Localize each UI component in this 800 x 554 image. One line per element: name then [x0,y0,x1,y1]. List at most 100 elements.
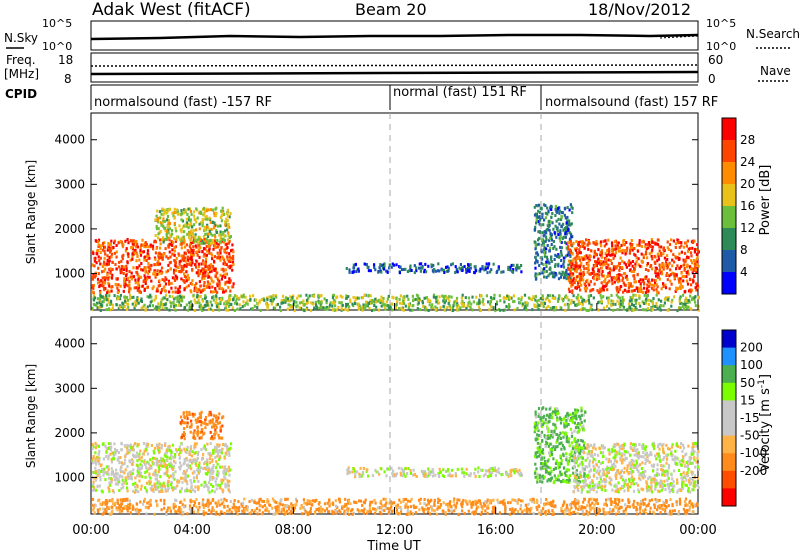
heatmap-cell [606,296,609,300]
heatmap-cell [193,289,196,293]
heatmap-cell [158,252,161,256]
heatmap-cell [192,253,195,257]
heatmap-cell [617,290,620,294]
heatmap-cell [208,244,211,248]
heatmap-cell [582,428,585,432]
heatmap-cell [203,444,206,448]
heatmap-cell [138,470,141,474]
heatmap-cell [226,219,229,223]
heatmap-cell [373,263,376,267]
heatmap-cell [206,280,209,284]
heatmap-cell [111,457,114,461]
heatmap-cell [567,306,570,309]
heatmap-cell [168,290,171,294]
heatmap-cell [648,252,651,256]
heatmap-cell [550,476,553,480]
heatmap-cell [166,483,169,487]
heatmap-cell [232,285,235,289]
heatmap-cell [156,446,159,449]
heatmap-cell [97,281,100,285]
heatmap-cell [175,303,178,307]
heatmap-cell [489,302,492,306]
heatmap-cell [672,253,675,257]
heatmap-cell [570,450,573,454]
heatmap-cell [403,295,406,299]
heatmap-cell [108,290,111,294]
heatmap-cell [688,289,691,293]
heatmap-cell [178,237,182,241]
heatmap-cell [363,307,366,311]
heatmap-cell [556,208,560,212]
heatmap-cell [154,270,157,274]
heatmap-cell [232,257,235,261]
heatmap-cell [680,244,683,248]
heatmap-cell [218,458,221,462]
heatmap-cell [465,270,468,274]
heatmap-cell [107,281,110,285]
heatmap-cell [175,256,178,260]
heatmap-cell [482,297,485,301]
heatmap-cell [186,273,189,277]
heatmap-cell [347,295,350,299]
heatmap-cell [170,483,173,487]
heatmap-cell [208,270,212,274]
velocity-cells [91,406,701,517]
heatmap-cell [552,246,555,250]
heatmap-cell [106,291,109,295]
heatmap-cell [172,301,175,305]
heatmap-cell [157,459,160,463]
heatmap-cell [192,293,195,297]
heatmap-cell [170,229,174,232]
heatmap-cell [667,248,670,251]
heatmap-cell [634,305,637,309]
heatmap-cell [620,285,623,288]
heatmap-cell [103,276,106,280]
heatmap-cell [211,240,214,244]
heatmap-cell [558,222,561,226]
heatmap-cell [157,272,160,276]
heatmap-cell [543,270,546,274]
heatmap-cell [103,261,106,265]
heatmap-cell [664,263,667,266]
heatmap-cell [621,295,624,299]
heatmap-cell [690,307,693,311]
heatmap-cell [95,301,99,305]
heatmap-cell [539,218,542,222]
heatmap-cell [554,263,557,267]
heatmap-cell [566,206,569,209]
heatmap-cell [224,476,227,480]
heatmap-cell [557,262,560,266]
heatmap-cell [169,255,172,259]
heatmap-cell [204,418,207,422]
heatmap-cell [583,287,586,291]
heatmap-cell [484,265,487,269]
heatmap-cell [544,445,547,449]
heatmap-cell [559,245,562,249]
heatmap-cell [558,255,561,259]
heatmap-cell [155,444,158,448]
heatmap-cell [194,431,197,434]
heatmap-cell [499,299,502,303]
heatmap-cell [183,477,186,481]
heatmap-cell [177,266,180,269]
heatmap-cell [144,268,147,272]
heatmap-cell [137,277,140,281]
heatmap-cell [375,305,378,309]
heatmap-cell [386,297,389,301]
heatmap-cell [567,298,570,302]
heatmap-cell [92,298,96,302]
heatmap-cell [122,302,125,306]
heatmap-cell [688,300,691,304]
heatmap-cell [571,419,574,423]
heatmap-cell [623,239,626,242]
heatmap-cell [579,480,582,484]
heatmap-cell [109,242,112,246]
heatmap-cell [140,243,143,247]
heatmap-cell [668,287,671,291]
heatmap-cell [543,230,546,234]
heatmap-cell [345,267,348,270]
heatmap-cell [554,204,557,208]
heatmap-cell [367,474,370,478]
heatmap-cell [160,446,163,450]
heatmap-cell [657,257,660,261]
